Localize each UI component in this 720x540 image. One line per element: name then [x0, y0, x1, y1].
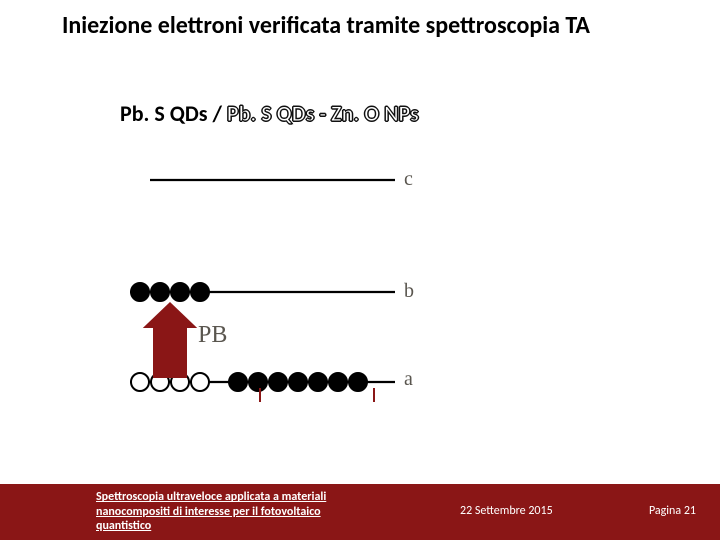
footer-title-line3: quantistico [96, 519, 151, 533]
subtitle-sep: / [207, 100, 226, 127]
footer-title: Spettroscopia ultraveloce applicata a ma… [96, 490, 376, 533]
footer-title-line1: Spettroscopia ultraveloce applicata a ma… [96, 490, 326, 504]
slide-subtitle: Pb. S QDs / Pb. S QDs - Zn. O NPs [120, 100, 419, 127]
subtitle-part2: Pb. S QDs - Zn. O NPs [227, 100, 419, 127]
diagram-svg [120, 150, 440, 410]
footer-bar: Spettroscopia ultraveloce applicata a ma… [0, 484, 720, 540]
subtitle-part1: Pb. S QDs [120, 100, 207, 127]
footer-title-line2: nanocompositi di interesse per il fotovo… [96, 505, 321, 519]
energy-level-diagram: c b a PB [120, 150, 440, 410]
level-label-a: a [404, 368, 413, 391]
level-label-b: b [404, 280, 414, 303]
footer-page-prefix: Pagina [649, 504, 684, 518]
pb-arrow-label: PB [198, 322, 227, 349]
level-label-c: c [404, 168, 413, 191]
footer-page: Pagina 21 [649, 504, 696, 518]
footer-date: 22 Settembre 2015 [460, 504, 553, 518]
slide: Iniezione elettroni verificata tramite s… [0, 0, 720, 540]
slide-title: Iniezione elettroni verificata tramite s… [62, 12, 622, 40]
footer-page-number: 21 [684, 504, 696, 518]
